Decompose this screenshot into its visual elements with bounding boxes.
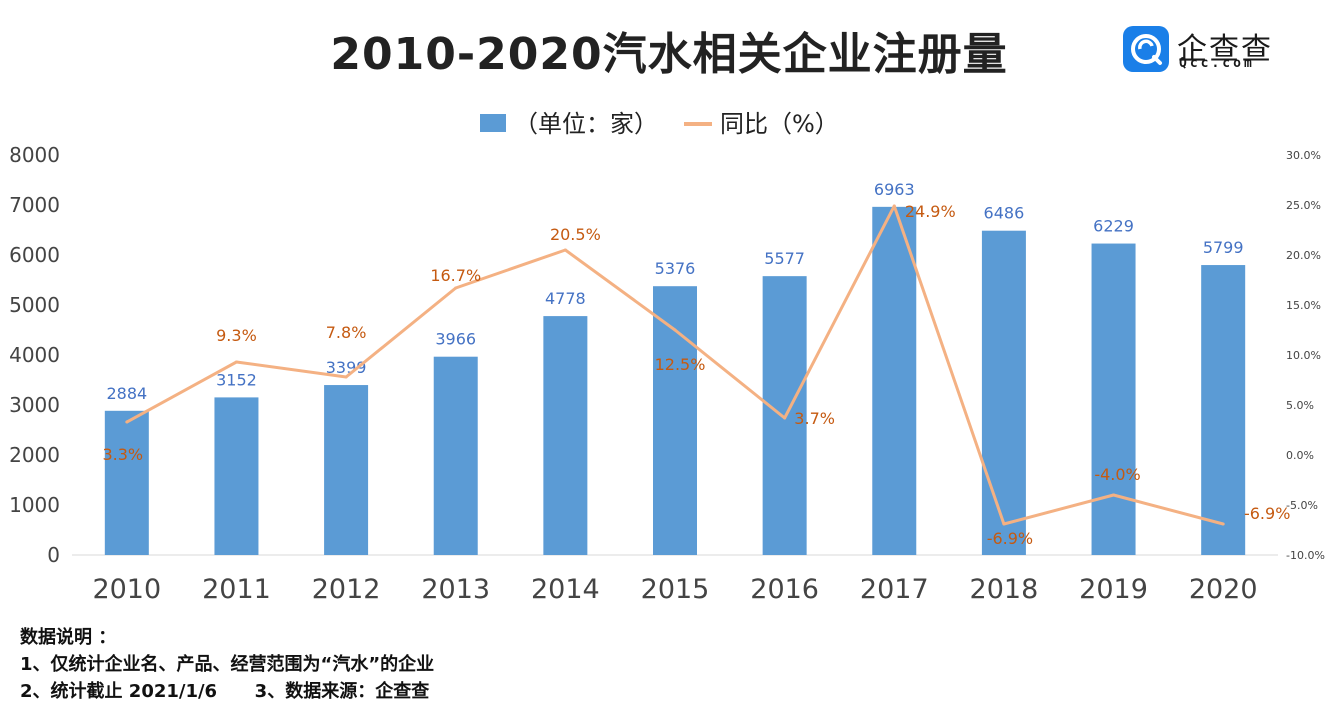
yoy-label-2019: -4.0% <box>1094 465 1140 484</box>
y-left-tick-label: 3000 <box>9 393 60 417</box>
yoy-label-2013: 16.7% <box>430 266 481 285</box>
legend-line-label: 同比（%） <box>720 110 839 138</box>
x-tick-label: 2018 <box>970 574 1039 605</box>
y-right-tick-label: 15.0% <box>1286 299 1321 312</box>
note-line-1: 1、仅统计企业名、产品、经营范围为“汽水”的企业 <box>20 654 435 675</box>
yoy-point-2010 <box>125 420 129 424</box>
yoy-label-2011: 9.3% <box>216 326 257 345</box>
y-left-tick-label: 5000 <box>9 293 60 317</box>
legend: （单位：家） 同比（%） <box>480 110 839 138</box>
yoy-point-2015 <box>673 328 677 332</box>
x-tick-label: 2015 <box>641 574 710 605</box>
yoy-label-2017: 24.9% <box>905 202 956 221</box>
bar-2010 <box>104 410 149 555</box>
yoy-label-2015: 12.5% <box>655 355 706 374</box>
y-left-tick-label: 1000 <box>9 493 60 517</box>
bar-label-2013: 3966 <box>435 330 476 349</box>
yoy-label-2016: 3.7% <box>794 409 835 428</box>
yoy-label-2018: -6.9% <box>987 529 1033 548</box>
y-left-tick-label: 8000 <box>9 143 60 167</box>
data-notes: 数据说明 ： 1、仅统计企业名、产品、经营范围为“汽水”的企业 2、统计截止 2… <box>20 624 434 705</box>
x-tick-label: 2011 <box>202 574 271 605</box>
bar-2014 <box>543 316 588 555</box>
note-heading: 数据说明 ： <box>20 627 117 648</box>
yoy-point-2016 <box>783 416 787 420</box>
legend-bar-label: （单位：家） <box>514 110 658 138</box>
bar-2011 <box>214 397 259 555</box>
bar-label-2010: 2884 <box>106 384 147 403</box>
bar-2015 <box>653 286 697 555</box>
yoy-point-2011 <box>234 360 238 364</box>
yoy-point-2017 <box>892 204 896 208</box>
y-left-tick-label: 2000 <box>9 443 60 467</box>
yoy-point-2019 <box>1112 493 1116 497</box>
bar-2018 <box>981 230 1026 555</box>
combo-chart: （单位：家） 同比（%） 0 1000 2000 3000 4000 5000 6000 70… <box>9 110 1325 605</box>
x-tick-label: 2016 <box>750 574 819 605</box>
x-tick-label: 2017 <box>860 574 929 605</box>
yoy-label-2014: 20.5% <box>550 225 601 244</box>
bar-label-2016: 5577 <box>764 249 805 268</box>
yoy-label-2020: -6.9% <box>1244 504 1290 523</box>
yoy-point-2013 <box>454 286 458 290</box>
yoy-point-2020 <box>1221 522 1225 526</box>
bar-label-2012: 3399 <box>326 358 367 377</box>
y-left-tick-label: 4000 <box>9 343 60 367</box>
y-right-tick-label: 25.0% <box>1286 199 1321 212</box>
bar-2020 <box>1201 265 1246 555</box>
y-right-tick-label: 20.0% <box>1286 249 1321 262</box>
y-right-tick-label: -10.0% <box>1286 549 1325 562</box>
x-tick-label: 2019 <box>1079 574 1148 605</box>
y-left-tick-label: 7000 <box>9 193 60 217</box>
yoy-label-2010: 3.3% <box>102 445 143 464</box>
y-left-tick-label: 6000 <box>9 243 60 267</box>
x-tick-label: 2012 <box>312 574 381 605</box>
x-tick-label: 2010 <box>92 574 161 605</box>
yoy-point-2018 <box>1002 522 1006 526</box>
x-tick-label: 2014 <box>531 574 600 605</box>
note-line-2: 2、统计截止 2021/1/6 3、数据来源：企查查 <box>20 681 430 702</box>
bar-2017 <box>872 206 917 555</box>
bar-label-2011: 3152 <box>216 370 257 389</box>
yoy-point-2014 <box>563 248 567 252</box>
y-right-tick-label: -5.0% <box>1286 499 1318 512</box>
qcc-logo-icon <box>1123 26 1169 72</box>
bar-label-2018: 6486 <box>984 204 1025 223</box>
bar-label-2017: 6963 <box>874 180 915 199</box>
bar-label-2015: 5376 <box>655 259 696 278</box>
y-right-tick-label: 5.0% <box>1286 399 1314 412</box>
y-right-tick-label: 0.0% <box>1286 449 1314 462</box>
y-right-tick-label: 30.0% <box>1286 149 1321 162</box>
legend-bar-swatch <box>480 114 506 132</box>
y-left-tick-label: 0 <box>47 543 60 567</box>
bar-2013 <box>433 356 478 555</box>
x-tick-label: 2013 <box>421 574 490 605</box>
qcc-logo: 企查查 Qcc.com <box>1123 26 1313 74</box>
logo-name: 企查查 <box>1177 32 1273 67</box>
logo-domain: Qcc.com <box>1179 56 1255 71</box>
x-tick-label: 2020 <box>1189 574 1258 605</box>
chart-title: 2010-2020汽水相关企业注册量 <box>330 29 1008 80</box>
bar-2012 <box>324 385 369 555</box>
yoy-point-2012 <box>344 375 348 379</box>
yoy-label-2012: 7.8% <box>326 323 367 342</box>
bar-label-2014: 4778 <box>545 289 586 308</box>
y-right-tick-label: 10.0% <box>1286 349 1321 362</box>
bar-2019 <box>1091 243 1136 556</box>
bar-label-2020: 5799 <box>1203 238 1244 257</box>
bar-label-2019: 6229 <box>1093 217 1134 236</box>
